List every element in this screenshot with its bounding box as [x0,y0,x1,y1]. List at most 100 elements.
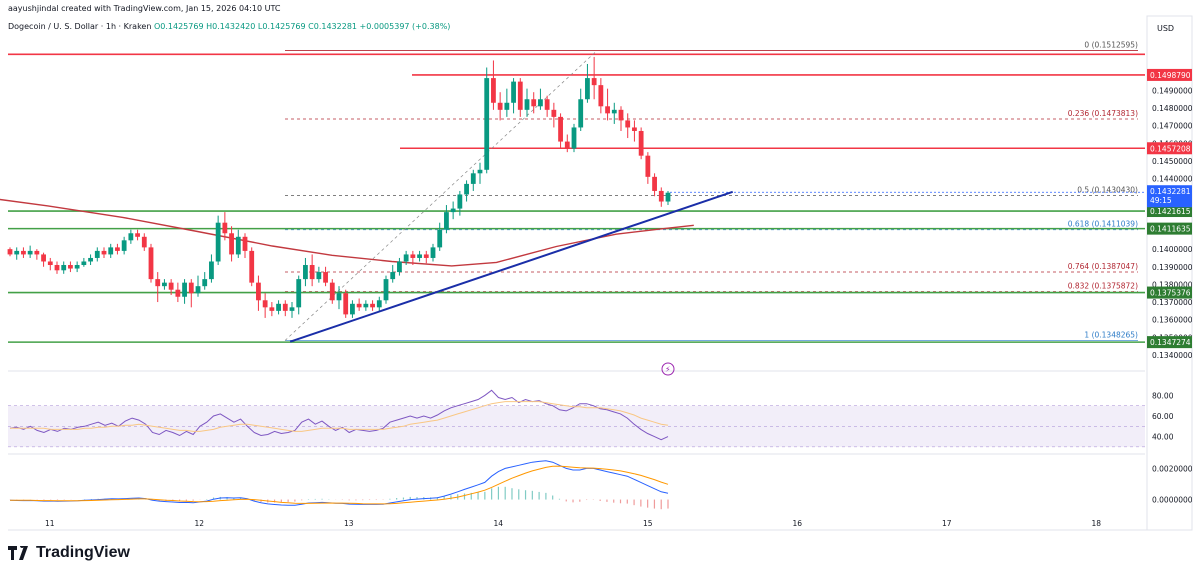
price-tick-label: 0.1360000 [1152,316,1193,325]
candle-body [524,99,530,110]
candle-body [175,289,181,297]
support-price-label: 0.1375376 [1150,289,1191,298]
candle-body [632,127,637,131]
candle-body [551,109,557,117]
candle-body [484,78,490,170]
candle-body [54,265,60,271]
candle-body [74,265,80,269]
time-tick-label: 18 [1092,519,1102,528]
alert-icon [661,362,675,376]
candle-body [81,261,87,266]
rsi-band [8,405,1145,447]
candle-body [135,233,140,237]
candle-body [470,173,476,184]
candle-body [202,279,208,287]
candle-body [430,247,436,258]
time-tick-label: 11 [45,519,55,528]
current-price-label: 0.1432281 [1150,187,1191,196]
candle-body [605,106,610,114]
price-tick-label: 0.1470000 [1152,122,1193,131]
price-axis [1146,15,1193,531]
time-tick-label: 15 [643,519,653,528]
tradingview-logo-icon [8,546,28,560]
candle-body [383,279,389,301]
candle-body [101,250,107,255]
fib-level-label: 1 (0.1348265) [1084,330,1138,339]
support-price-tag [1147,222,1192,235]
trendline [289,190,734,343]
candle-body [564,141,570,149]
tradingview-logo[interactable]: TradingView [8,544,130,562]
candle-body [511,81,516,103]
resistance-price-label: 0.1457208 [1150,144,1191,153]
candle-body [658,190,664,202]
candle-body [457,194,463,209]
current-price-tag [1147,185,1192,208]
candle-body [558,116,563,142]
price-tick-label: 0.1490000 [1152,86,1193,95]
support-price-tag [1147,336,1192,349]
candle-body [61,265,67,271]
candle-body [68,265,73,269]
candle-body [491,78,496,103]
rsi-tick-label: 80.00 [1152,391,1174,400]
fib-level-label: 0.5 (0.1430430) [1077,185,1138,194]
countdown-label: 49:15 [1150,196,1172,205]
support-price-tag [1147,286,1192,299]
candle-body [249,250,255,283]
macd-tick-label: 0.0000000 [1152,496,1193,505]
candle-body [115,247,120,251]
candle-body [155,279,161,287]
candle-body [14,250,20,255]
support-price-tag [1147,205,1192,218]
candle-body [162,282,167,287]
candle-body [665,192,671,202]
candle-body [356,303,362,308]
candle-body [141,236,147,248]
candle-body [403,254,409,262]
candle-body [256,282,261,301]
candle-body [229,233,234,255]
macd-signal-line [10,465,669,505]
fib-diagonal [284,50,598,341]
time-tick-label: 14 [494,519,504,528]
candle-body [182,282,187,297]
macd-tick-label: 0.0020000 [1152,464,1193,473]
candle-body [188,282,194,294]
rsi-tick-label: 40.00 [1152,433,1174,442]
candle-body [148,247,154,280]
candle-body [618,109,624,121]
candle-body [329,282,335,301]
candle-body [47,261,53,266]
resistance-price-label: 0.1498790 [1150,71,1191,80]
candle-body [88,257,93,262]
support-price-label: 0.1411635 [1150,225,1191,234]
candle-body [376,300,382,308]
candle-body [108,247,114,255]
candle-body [195,286,201,294]
fib-level-label: 0.832 (0.1375872) [1068,282,1138,291]
candle-body [222,222,228,234]
price-tick-label: 0.1440000 [1152,175,1193,184]
candle-body [464,183,469,195]
candle-body [437,229,443,248]
time-tick-label: 16 [793,519,803,528]
rsi-ma-line [10,401,669,432]
candle-body [585,78,590,100]
candle-body [611,109,617,114]
fib-level-label: 0.618 (0.1411039) [1068,220,1138,229]
candle-body [168,282,174,290]
currency-label: USD [1157,24,1174,33]
candle-body [363,303,369,308]
candle-body [303,265,308,280]
candle-body [417,254,422,258]
ohlc-values: O0.1425769 H0.1432420 L0.1425769 C0.1432… [153,22,451,31]
candle-body [598,85,604,107]
candle-body [638,130,644,156]
candle-body [296,279,302,308]
candle-body [262,300,268,308]
candle-body [497,102,503,110]
candle-body [397,261,402,273]
candle-body [343,293,349,315]
